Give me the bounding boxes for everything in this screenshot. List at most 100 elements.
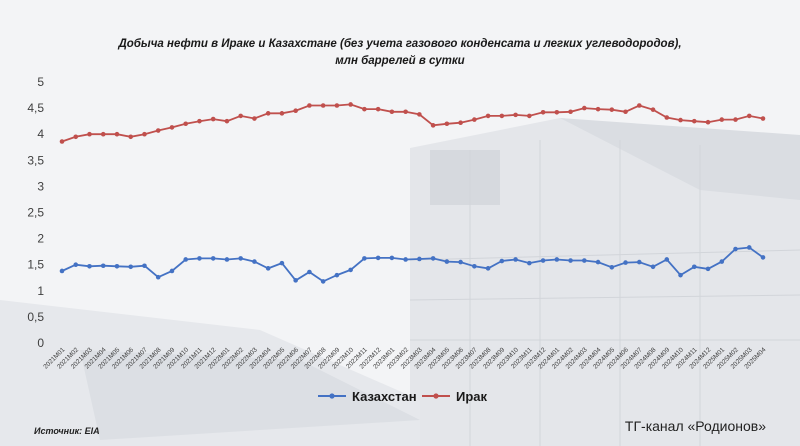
legend-item: Ирак bbox=[422, 389, 488, 404]
data-point bbox=[705, 266, 711, 272]
series-2 bbox=[59, 102, 766, 144]
data-point bbox=[527, 260, 532, 266]
y-tick-label: 1 bbox=[37, 284, 44, 298]
data-point bbox=[238, 256, 243, 261]
data-point bbox=[362, 256, 367, 261]
y-tick-label: 5 bbox=[37, 75, 44, 89]
data-point bbox=[636, 103, 642, 108]
data-point bbox=[444, 259, 450, 264]
data-point bbox=[279, 111, 285, 116]
legend-swatch-marker bbox=[329, 393, 335, 399]
series-line bbox=[61, 246, 764, 283]
data-point bbox=[554, 109, 560, 115]
data-point bbox=[155, 128, 161, 133]
y-tick-label: 2 bbox=[37, 232, 44, 246]
data-point bbox=[678, 272, 683, 278]
data-point bbox=[375, 255, 381, 261]
source-note: Источник: EIA bbox=[34, 426, 100, 436]
data-point bbox=[485, 266, 491, 271]
data-point bbox=[568, 258, 573, 263]
y-tick-label: 4 bbox=[37, 127, 44, 141]
data-point bbox=[499, 113, 505, 119]
data-point bbox=[265, 111, 271, 116]
data-point bbox=[169, 268, 175, 274]
data-point bbox=[128, 264, 134, 270]
data-point bbox=[691, 118, 697, 124]
y-tick-label: 0,5 bbox=[27, 310, 44, 324]
data-point bbox=[197, 118, 202, 124]
data-point bbox=[334, 272, 340, 278]
legend: Казахстан Ирак bbox=[318, 389, 488, 404]
y-tick-label: 3 bbox=[37, 179, 44, 193]
x-axis: 2021M012021M022021M032021M042021M052021M… bbox=[42, 346, 767, 370]
data-point bbox=[403, 109, 408, 115]
legend-swatch-marker bbox=[433, 393, 439, 399]
y-tick-label: 0 bbox=[37, 336, 44, 350]
data-point bbox=[540, 258, 546, 263]
data-point bbox=[746, 113, 752, 119]
data-point bbox=[609, 265, 615, 270]
data-point bbox=[582, 258, 587, 263]
data-point bbox=[733, 117, 738, 122]
data-point bbox=[375, 106, 381, 112]
data-point bbox=[554, 257, 560, 262]
data-point bbox=[760, 116, 766, 121]
legend-label: Казахстан bbox=[352, 389, 417, 404]
data-point bbox=[183, 257, 189, 262]
data-point bbox=[540, 109, 546, 115]
data-point bbox=[142, 131, 147, 137]
chart-title-line-2: млн баррелей в сутки bbox=[335, 55, 465, 67]
data-point bbox=[417, 256, 422, 262]
y-tick-label: 2,5 bbox=[27, 206, 44, 220]
data-point bbox=[265, 266, 271, 271]
y-tick-label: 3,5 bbox=[27, 153, 44, 167]
data-point bbox=[595, 259, 601, 265]
data-point bbox=[59, 139, 65, 144]
data-point bbox=[389, 255, 395, 261]
data-point bbox=[100, 131, 106, 137]
data-point bbox=[650, 107, 656, 112]
data-point bbox=[678, 117, 683, 123]
y-tick-label: 1,5 bbox=[27, 258, 44, 272]
data-point bbox=[155, 274, 161, 280]
data-point bbox=[238, 113, 243, 119]
data-point bbox=[334, 103, 340, 108]
data-point bbox=[664, 115, 670, 120]
data-point bbox=[348, 102, 353, 107]
data-point bbox=[142, 263, 147, 269]
data-point bbox=[430, 256, 436, 261]
data-point bbox=[252, 116, 257, 121]
data-point bbox=[224, 257, 230, 262]
chart-title: Добыча нефти в Ираке и Казахстане (без у… bbox=[0, 36, 800, 70]
data-point bbox=[582, 105, 587, 111]
y-axis: 0 0,5 1 1,5 2 2,5 3 3,5 4 4,5 5 bbox=[27, 75, 44, 350]
data-point bbox=[87, 263, 92, 269]
data-point bbox=[73, 262, 79, 268]
data-point bbox=[307, 103, 312, 108]
data-point bbox=[623, 260, 628, 265]
data-point bbox=[293, 108, 298, 114]
series-line bbox=[61, 103, 764, 143]
data-point bbox=[114, 131, 120, 137]
data-point bbox=[636, 259, 642, 265]
data-point bbox=[746, 245, 752, 250]
data-point bbox=[513, 257, 518, 262]
data-point bbox=[210, 116, 216, 122]
data-point bbox=[430, 123, 436, 128]
data-point bbox=[279, 260, 285, 266]
data-point bbox=[348, 267, 353, 273]
data-point bbox=[691, 264, 697, 270]
data-point bbox=[444, 121, 450, 127]
data-point bbox=[568, 109, 573, 115]
data-point bbox=[499, 258, 505, 264]
data-point bbox=[527, 113, 532, 119]
data-point bbox=[719, 259, 725, 264]
data-point bbox=[760, 255, 766, 260]
data-point bbox=[733, 246, 738, 252]
data-point bbox=[210, 256, 216, 261]
data-point bbox=[59, 268, 65, 274]
data-point bbox=[719, 117, 725, 122]
data-point bbox=[183, 121, 189, 127]
